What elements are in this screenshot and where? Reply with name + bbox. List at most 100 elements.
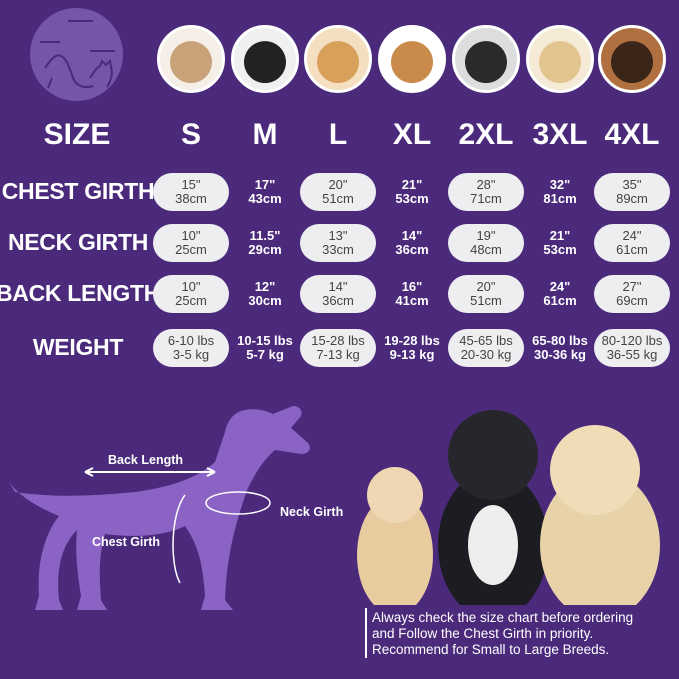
dog-photo-s [157, 25, 225, 93]
dog-photo-4xl [598, 25, 666, 93]
metric-value: 61cm [543, 293, 577, 308]
size-cell: 21" 53cm [522, 224, 598, 262]
metric-value: 69cm [616, 293, 648, 308]
metric-value: 38cm [175, 191, 207, 206]
size-cell: 19" 48cm [448, 224, 524, 262]
dog-photo-xl [378, 25, 446, 93]
imperial-value: 80-120 lbs [601, 333, 663, 348]
imperial-value: 20" [476, 279, 496, 294]
neck-girth-label: Neck Girth [280, 505, 344, 519]
size-cell: 11.5" 29cm [227, 224, 303, 262]
metric-value: 43cm [248, 191, 282, 206]
size-column-header: 3XL [532, 118, 588, 151]
size-cell: 19-28 lbs 9-13 kg [374, 329, 450, 367]
metric-value: 3-5 kg [172, 347, 210, 362]
size-cell: 20" 51cm [448, 275, 524, 313]
imperial-value: 11.5" [249, 228, 281, 243]
imperial-value: 35" [622, 177, 642, 192]
size-cell: 15" 38cm [153, 173, 229, 211]
size-cell: 80-120 lbs 36-55 kg [594, 329, 670, 367]
row-label: CHEST GIRTH [1, 178, 155, 204]
three-dogs-photo [357, 410, 660, 605]
dog-photo-2xl [452, 25, 520, 93]
row-label: NECK GIRTH [7, 229, 149, 255]
size-header: SIZE [43, 118, 111, 151]
size-cell: 14" 36cm [300, 275, 376, 313]
dog-cat-logo-icon [30, 8, 123, 101]
metric-value: 41cm [395, 293, 429, 308]
metric-value: 5-7 kg [246, 347, 284, 362]
imperial-value: 24" [622, 228, 642, 243]
back-length-label: Back Length [108, 453, 184, 467]
imperial-value: 13" [328, 228, 348, 243]
note-line-2: and Follow the Chest Girth in priority. [372, 626, 594, 641]
dog-photo-3xl [526, 25, 594, 93]
imperial-value: 27" [622, 279, 642, 294]
metric-value: 53cm [543, 242, 577, 257]
size-cell: 32" 81cm [522, 173, 598, 211]
metric-value: 7-13 kg [316, 347, 360, 362]
dog-silhouette [9, 406, 310, 610]
metric-value: 53cm [395, 191, 429, 206]
metric-value: 30cm [248, 293, 282, 308]
imperial-value: 21" [549, 228, 571, 243]
size-cell: 45-65 lbs 20-30 kg [448, 329, 524, 367]
metric-value: 25cm [175, 242, 207, 257]
metric-value: 36cm [322, 293, 354, 308]
size-cell: 21" 53cm [374, 173, 450, 211]
metric-value: 48cm [470, 242, 502, 257]
dog-photo-l [304, 25, 372, 93]
imperial-value: 10" [181, 279, 201, 294]
size-cell: 15-28 lbs 7-13 kg [300, 329, 376, 367]
imperial-value: 15" [181, 177, 201, 192]
size-column-header: XL [392, 118, 432, 151]
size-column-header: 2XL [458, 118, 514, 151]
metric-value: 51cm [470, 293, 502, 308]
imperial-value: 10" [181, 228, 201, 243]
note-divider [365, 608, 367, 658]
sizing-note: Always check the size chart before order… [372, 610, 633, 658]
metric-value: 25cm [175, 293, 207, 308]
size-column-header: M [252, 118, 278, 151]
size-cell: 24" 61cm [594, 224, 670, 262]
imperial-value: 21" [401, 177, 423, 192]
metric-value: 51cm [322, 191, 354, 206]
metric-value: 9-13 kg [389, 347, 435, 362]
size-cell: 28" 71cm [448, 173, 524, 211]
metric-value: 36cm [395, 242, 429, 257]
imperial-value: 14" [401, 228, 423, 243]
metric-value: 81cm [543, 191, 577, 206]
metric-value: 89cm [616, 191, 648, 206]
size-cell: 10" 25cm [153, 275, 229, 313]
size-cell: 14" 36cm [374, 224, 450, 262]
size-cell: 12" 30cm [227, 275, 303, 313]
size-cell: 65-80 lbs 30-36 kg [522, 329, 598, 367]
size-cell: 17" 43cm [227, 173, 303, 211]
imperial-value: 12" [254, 279, 276, 294]
imperial-value: 20" [328, 177, 348, 192]
imperial-value: 14" [328, 279, 348, 294]
metric-value: 30-36 kg [533, 347, 587, 362]
size-cell: 24" 61cm [522, 275, 598, 313]
size-cell: 10-15 lbs 5-7 kg [227, 329, 303, 367]
imperial-value: 65-80 lbs [532, 333, 588, 348]
imperial-value: 10-15 lbs [237, 333, 293, 348]
imperial-value: 19-28 lbs [384, 333, 440, 348]
size-cell: 13" 33cm [300, 224, 376, 262]
metric-value: 20-30 kg [460, 347, 512, 362]
metric-value: 61cm [616, 242, 648, 257]
dog-silhouette-diagram [9, 406, 310, 610]
size-cell: 6-10 lbs 3-5 kg [153, 329, 229, 367]
metric-value: 36-55 kg [606, 347, 658, 362]
size-cell: 35" 89cm [594, 173, 670, 211]
metric-value: 71cm [470, 191, 502, 206]
note-line-1: Always check the size chart before order… [372, 610, 634, 625]
imperial-value: 6-10 lbs [167, 333, 215, 348]
metric-value: 29cm [248, 242, 282, 257]
dog-photo-m [231, 25, 299, 93]
size-column-header: S [180, 118, 202, 151]
imperial-value: 16" [401, 279, 423, 294]
size-cell: 10" 25cm [153, 224, 229, 262]
imperial-value: 28" [476, 177, 496, 192]
chest-girth-label: Chest Girth [92, 535, 161, 549]
